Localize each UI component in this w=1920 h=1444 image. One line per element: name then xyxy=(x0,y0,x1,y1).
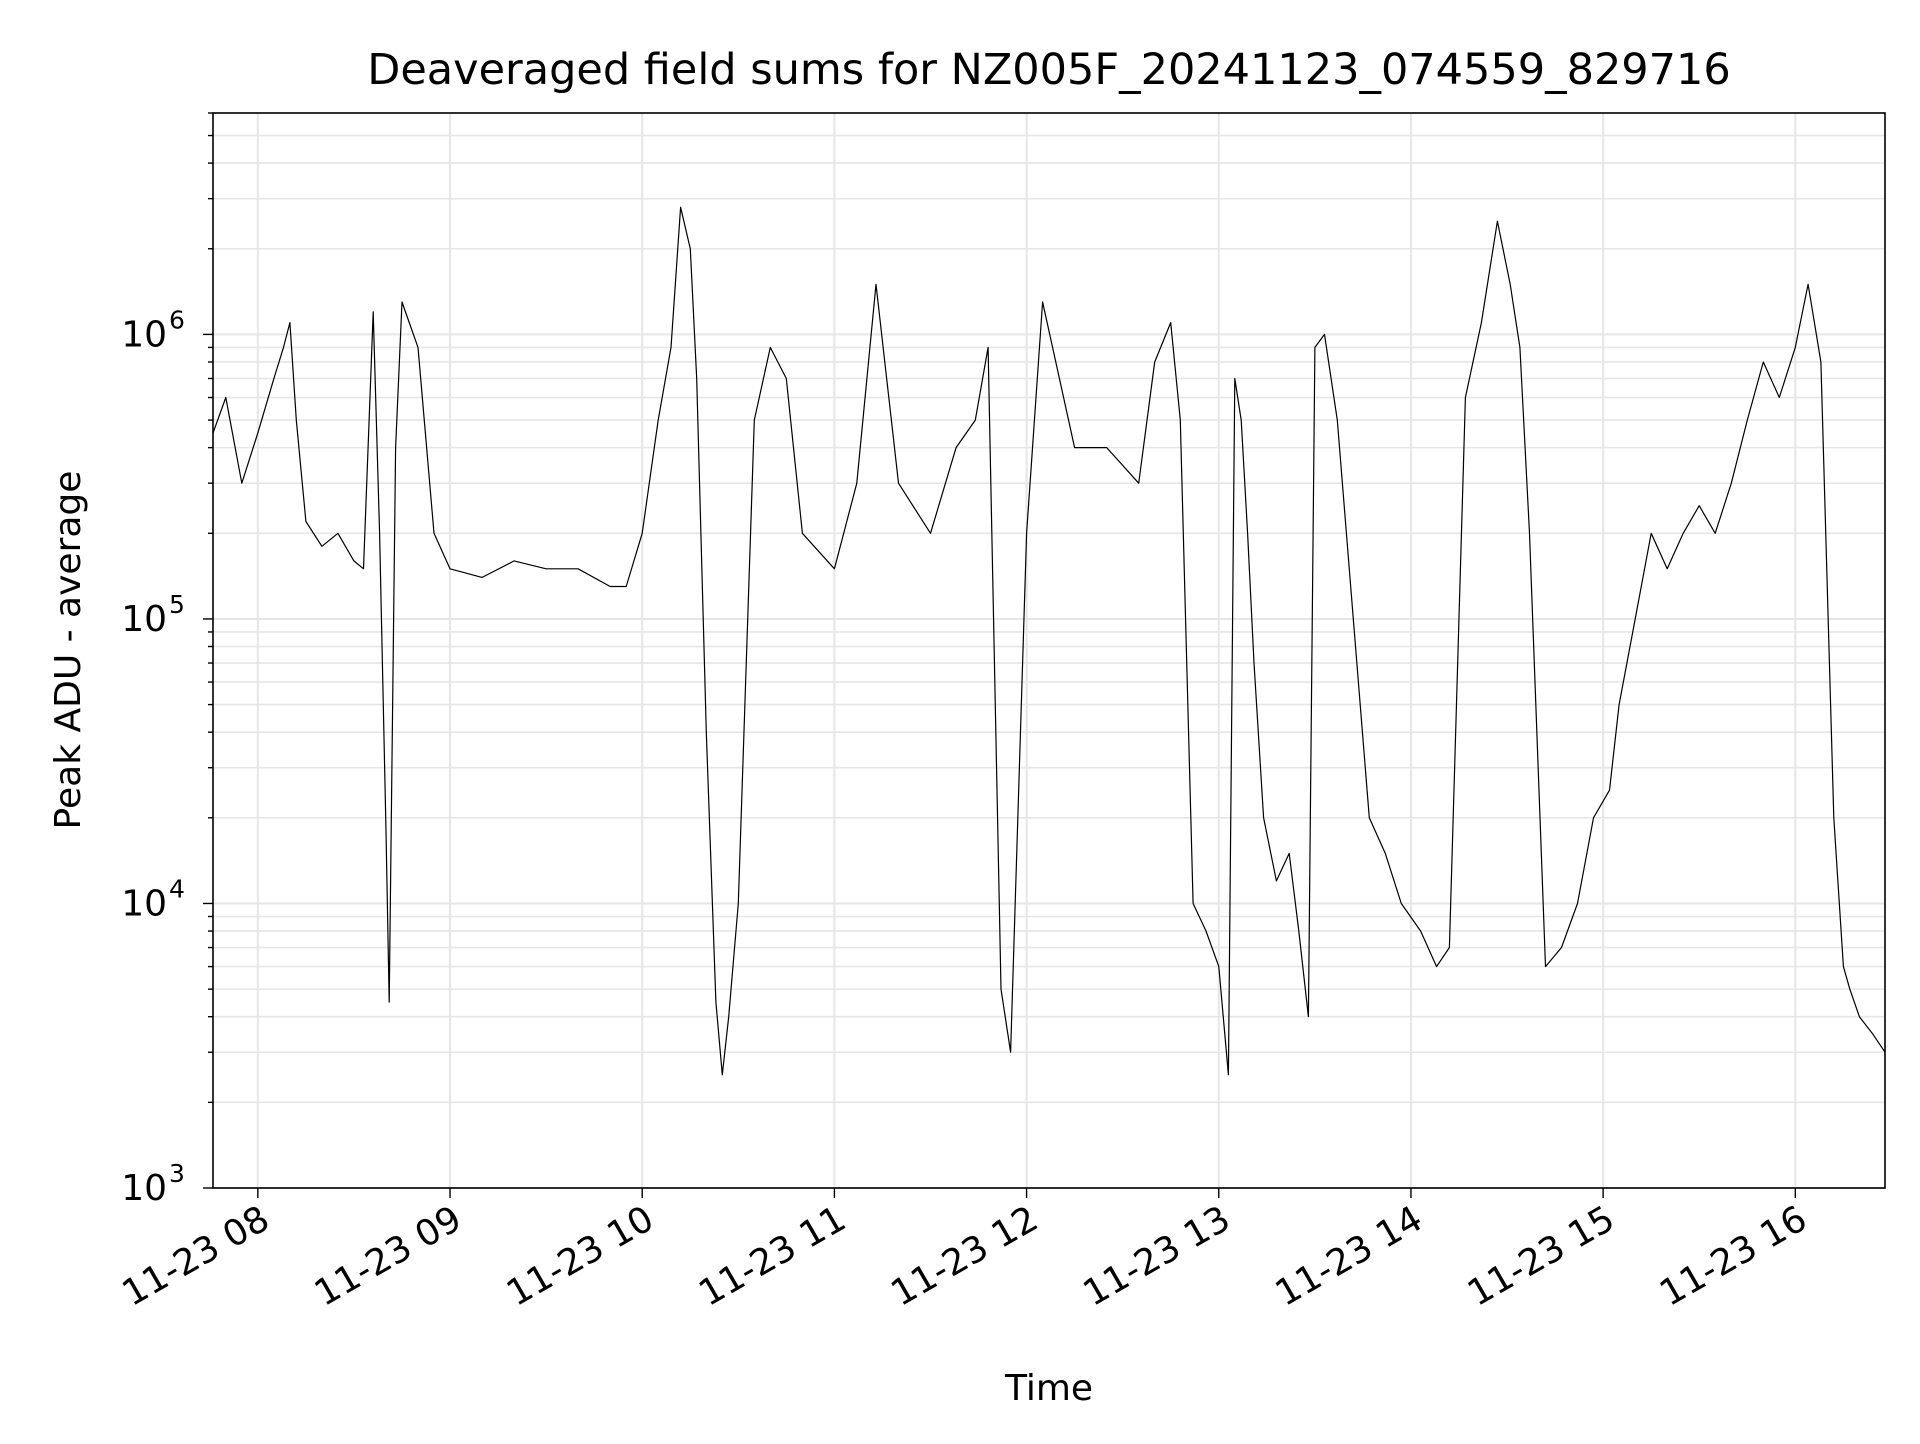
y-tick-exponent: 3 xyxy=(169,1159,185,1188)
y-tick-label: 10 xyxy=(121,314,167,355)
y-tick-label: 10 xyxy=(121,599,167,640)
y-tick-exponent: 6 xyxy=(169,305,185,334)
y-tick-exponent: 4 xyxy=(169,874,185,903)
y-axis-label: Peak ADU - average xyxy=(48,471,89,830)
plot-frame xyxy=(212,112,1886,1189)
series-line xyxy=(212,206,1886,1076)
y-tick-label: 10 xyxy=(121,883,167,924)
x-axis-label: Time xyxy=(1004,1368,1093,1409)
chart-title: Deaveraged field sums for NZ005F_2024112… xyxy=(367,45,1731,95)
grid xyxy=(213,112,1885,1189)
y-tick-label: 10 xyxy=(121,1168,167,1209)
y-tick-exponent: 5 xyxy=(169,590,185,619)
